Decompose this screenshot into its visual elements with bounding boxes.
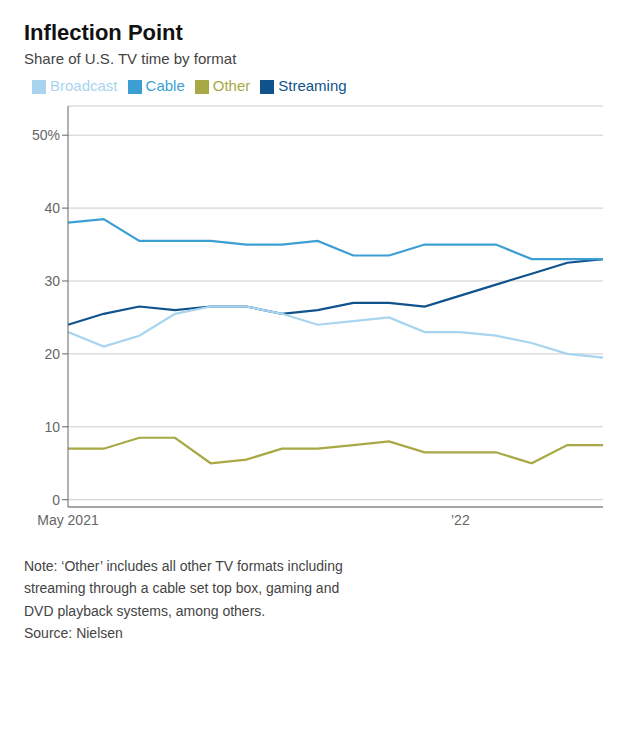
svg-text:May 2021: May 2021 — [37, 512, 99, 528]
html-text:Broadcast: Broadcast — [50, 77, 118, 94]
svg-text:0: 0 — [52, 492, 60, 508]
svg-text:’22: ’22 — [451, 512, 470, 528]
svg-text:10: 10 — [44, 419, 60, 435]
html-text:Note: ‘Other’ includes all oth: Note: ‘Other’ includes all other TV form… — [24, 558, 343, 642]
html-text:Share of U.S. TV time by forma: Share of U.S. TV time by format — [24, 50, 237, 67]
html-text:Inflection Point: Inflection Point — [24, 20, 183, 45]
svg-text:30: 30 — [44, 273, 60, 289]
svg-text:40: 40 — [44, 200, 60, 216]
html-text:Other: Other — [212, 77, 251, 94]
html-text:Cable: Cable — [145, 77, 185, 94]
svg-text:50%: 50% — [32, 127, 60, 143]
svg-text:20: 20 — [44, 346, 60, 362]
html-text:Streaming: Streaming — [278, 77, 347, 94]
